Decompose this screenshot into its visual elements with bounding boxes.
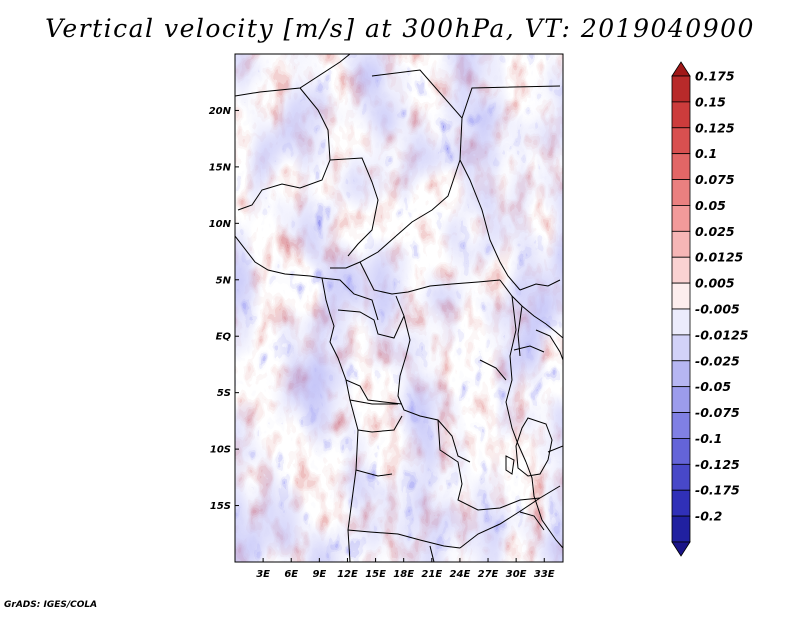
colorbar-swatch: [671, 489, 691, 517]
colorbar-label: 0.15: [695, 94, 726, 109]
colorbar-top-arrow: [671, 61, 691, 77]
colorbar-label: -0.125: [695, 457, 740, 472]
lat-tick-label: 5S: [217, 388, 231, 399]
coastlines-borders: [235, 54, 563, 562]
lon-tick-label: 33E: [534, 569, 555, 580]
lat-tick-label: EQ: [216, 332, 232, 343]
colorbar-label: -0.005: [695, 302, 740, 317]
colorbar-label: -0.05: [695, 379, 731, 394]
chart-title: Vertical velocity [m/s] at 300hPa, VT: 2…: [45, 14, 755, 43]
colorbar-swatch: [671, 282, 691, 310]
lon-tick-label: 30E: [506, 569, 527, 580]
lon-tick-label: 6E: [284, 569, 298, 580]
lon-tick-label: 27E: [478, 569, 499, 580]
colorbar-label: -0.025: [695, 353, 740, 368]
colorbar-swatch: [671, 153, 691, 180]
map-frame: [234, 53, 564, 563]
colorbar-swatch: [671, 463, 691, 491]
colorbar-swatch: [671, 205, 691, 232]
colorbar-label: 0.05: [695, 198, 726, 213]
colorbar-swatch: [671, 101, 691, 129]
colorbar-label: 0.075: [695, 172, 735, 187]
lon-tick-label: 12E: [337, 569, 358, 580]
colorbar-swatch: [671, 308, 691, 336]
colorbar-swatch: [671, 438, 691, 465]
colorbar-swatch: [671, 75, 691, 103]
lat-tick-label: 10S: [210, 445, 231, 456]
velocity-field: [235, 54, 563, 562]
colorbar-label: 0.0125: [695, 250, 744, 265]
colorbar-label: 0.025: [695, 224, 735, 239]
colorbar-bottom-arrow: [671, 541, 691, 557]
colorbar-swatch: [671, 230, 691, 258]
colorbar-label: 0.175: [695, 69, 735, 84]
lon-tick-label: 15E: [365, 569, 386, 580]
latitude-axis: 20N 15N 10N 5N EQ 5S 10S 15S: [209, 106, 239, 512]
colorbar-swatch: [671, 386, 691, 413]
lat-tick-label: 15N: [209, 162, 232, 173]
colorbar-swatch: [671, 360, 691, 388]
colorbar-swatch: [671, 127, 691, 155]
colorbar-label: 0.1: [695, 146, 717, 161]
colorbar-label: -0.1: [695, 431, 722, 446]
grads-credit: GrADS: IGES/COLA: [4, 600, 98, 610]
colorbar-swatch: [671, 515, 691, 543]
lat-tick-label: 20N: [209, 106, 232, 117]
colorbar-swatch: [671, 334, 691, 362]
lat-tick-label: 10N: [209, 219, 232, 230]
colorbar-label: -0.0125: [695, 327, 749, 342]
colorbar-swatch: [671, 412, 691, 439]
colorbar-label: 0.125: [695, 120, 735, 135]
lat-tick-label: 15S: [210, 501, 231, 512]
colorbar-label: -0.075: [695, 405, 740, 420]
colorbar-swatch: [671, 256, 691, 284]
lon-tick-label: 24E: [450, 569, 471, 580]
lon-tick-label: 3E: [256, 569, 270, 580]
colorbar-label: 0.005: [695, 276, 735, 291]
colorbar: 0.175 0.15 0.125 0.1 0.075 0.05 0.025 0.0125 0.0…: [671, 61, 749, 557]
longitude-axis: 3E 6E 9E 12E 15E 18E 21E 24E 27E 30E 33E: [256, 558, 555, 580]
colorbar-label: -0.2: [695, 509, 722, 524]
lon-tick-label: 9E: [312, 569, 326, 580]
lon-tick-label: 18E: [393, 569, 414, 580]
colorbar-label: -0.175: [695, 483, 740, 498]
lon-tick-label: 21E: [421, 569, 442, 580]
lat-tick-label: 5N: [216, 275, 232, 286]
colorbar-swatch: [671, 179, 691, 206]
